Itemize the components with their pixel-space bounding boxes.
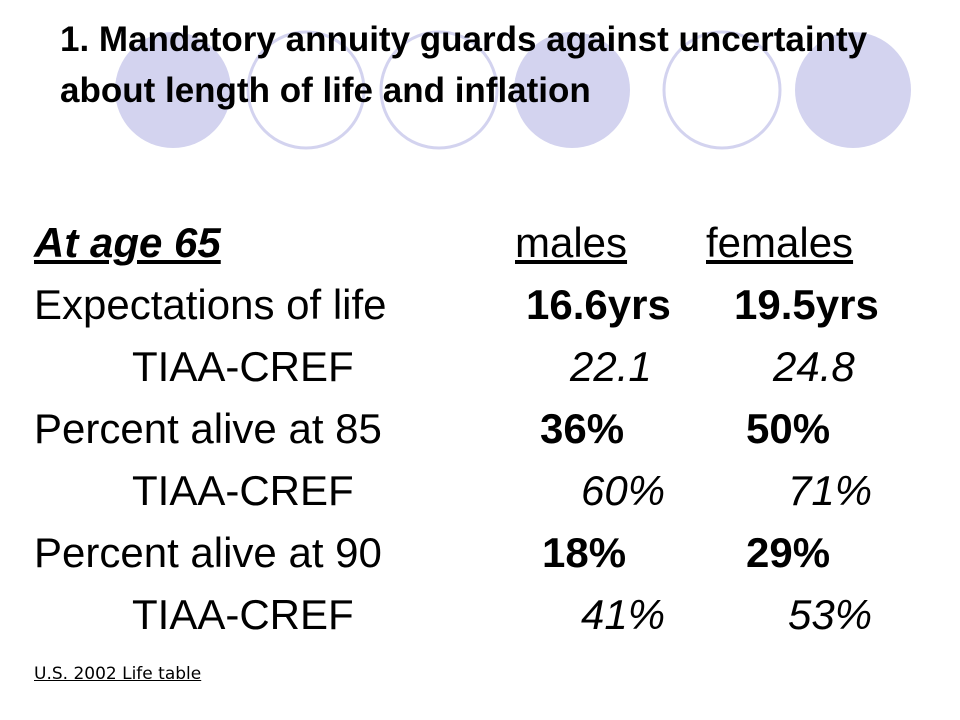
row-label: TIAA-CREF <box>132 467 354 514</box>
age-header: At age 65 <box>34 219 221 266</box>
males-value: 22.1 <box>570 343 652 390</box>
decor-circle-5 <box>662 30 782 150</box>
females-value: 24.8 <box>773 343 855 390</box>
females-header: females <box>706 219 854 266</box>
source-note: U.S. 2002 Life table <box>34 664 202 684</box>
males-value: 60% <box>581 467 666 514</box>
decor-circle-6 <box>795 32 911 148</box>
females-value: 53% <box>788 591 873 638</box>
slide-title: 1. Mandatory annuity guards against unce… <box>60 20 868 110</box>
males-value: 36% <box>540 405 625 452</box>
males-value: 18% <box>542 529 627 576</box>
males-header: males <box>515 219 628 266</box>
females-value: 29% <box>746 529 831 576</box>
row-label: Percent alive at 90 <box>34 529 382 576</box>
row-label: TIAA-CREF <box>132 343 354 390</box>
decor-circle-2 <box>246 30 366 150</box>
table-row: TIAA-CREF 41% 53% <box>0 584 960 646</box>
decorative-circles <box>115 30 911 150</box>
table-row: Percent alive at 90 18% 29% <box>0 522 960 584</box>
decor-circle-1 <box>115 32 231 148</box>
table-row: TIAA-CREF 60% 71% <box>0 460 960 522</box>
table-row: Expectations of life 16.6yrs 19.5yrs <box>0 274 960 336</box>
table-header: At age 65 males females <box>0 212 960 274</box>
decor-circle-4 <box>514 32 630 148</box>
table-row: TIAA-CREF 22.1 24.8 <box>0 336 960 398</box>
females-value: 71% <box>788 467 873 514</box>
males-value: 41% <box>581 591 666 638</box>
row-label: Percent alive at 85 <box>34 405 382 452</box>
females-value: 50% <box>746 405 831 452</box>
row-label: Expectations of life <box>34 281 387 328</box>
row-label: TIAA-CREF <box>132 591 354 638</box>
table-row: Percent alive at 85 36% 50% <box>0 398 960 460</box>
females-value: 19.5yrs <box>734 281 879 328</box>
decor-circle-3 <box>379 30 499 150</box>
males-value: 16.6yrs <box>526 281 671 328</box>
